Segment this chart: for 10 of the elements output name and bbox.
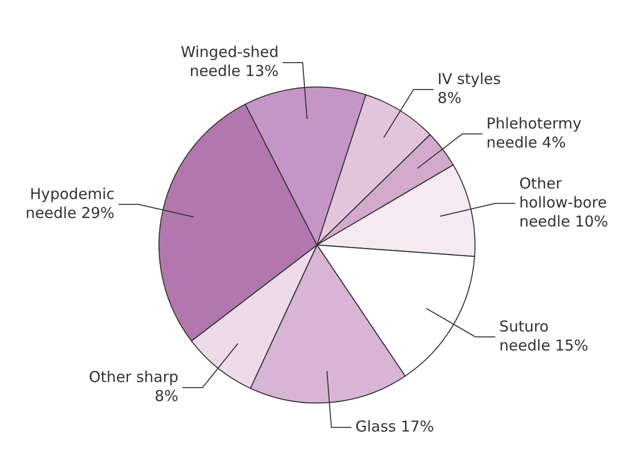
slice-label: Hypodemic needle 29% bbox=[26, 185, 115, 222]
slice-label: Other hollow-bore needle 10% bbox=[519, 174, 608, 230]
data-label: 8% bbox=[438, 89, 462, 108]
slice-label: Winged-shed needle 13% bbox=[180, 43, 279, 80]
slice-label: Suturo needle 15% bbox=[499, 317, 588, 354]
slice-label: Phlehotermy needle 4% bbox=[486, 114, 582, 152]
data-label: 8% bbox=[154, 387, 178, 406]
slice-label: IV styles bbox=[438, 70, 501, 88]
slice-label: Other sharp bbox=[88, 368, 178, 386]
slice-label: Glass 17% bbox=[355, 418, 434, 436]
